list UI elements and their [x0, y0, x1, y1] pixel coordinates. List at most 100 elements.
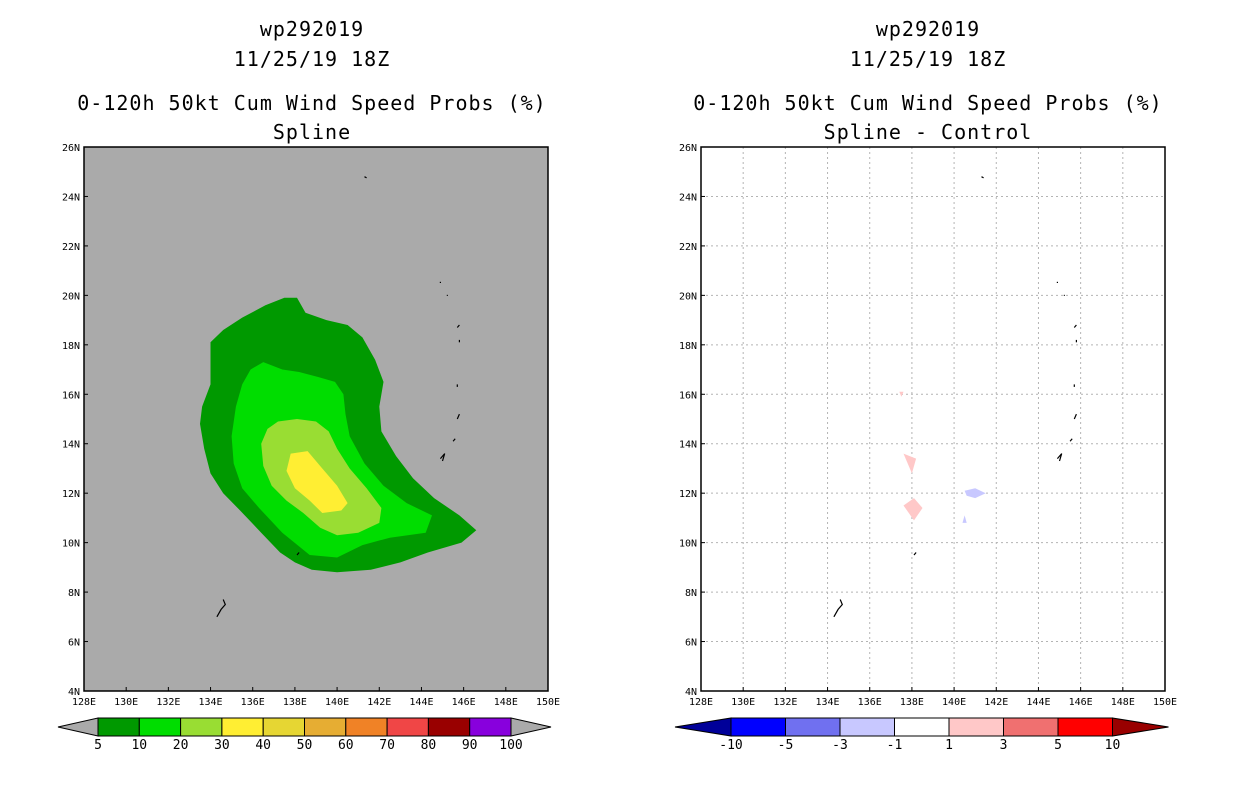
plot-background [701, 147, 1165, 691]
colorbar-label: 60 [338, 738, 354, 753]
x-tick-label: 140E [942, 697, 966, 708]
y-tick-label: 14N [679, 440, 697, 451]
y-tick-label: 22N [62, 242, 80, 253]
colorbar-label: 40 [255, 738, 271, 753]
contour-level-1 [899, 391, 904, 397]
x-tick-label: 144E [409, 697, 433, 708]
colorbar-label: 10 [131, 738, 147, 753]
y-tick-label: 12N [62, 489, 80, 500]
island-outline [1073, 324, 1077, 328]
x-tick-label: 136E [858, 697, 882, 708]
x-tick-label: 148E [1111, 697, 1135, 708]
colorbar-swatch [221, 717, 264, 737]
y-tick-label: 14N [62, 440, 80, 451]
colorbar-label: 90 [462, 738, 478, 753]
colorbar-label: 10 [1105, 738, 1121, 753]
colorbar-label: -1 [887, 738, 903, 753]
colorbar-label: 30 [214, 738, 230, 753]
y-tick-label: 4N [685, 687, 697, 698]
island-outline [452, 438, 456, 442]
x-tick-label: 138E [900, 697, 924, 708]
y-tick-label: 6N [68, 638, 80, 649]
colorbar-swatch [262, 717, 306, 737]
x-tick-label: 130E [731, 697, 755, 708]
plot-frame [83, 146, 549, 692]
x-tick-label: 142E [367, 697, 391, 708]
plot-frame [700, 146, 1166, 692]
colorbar-swatch [304, 717, 347, 737]
y-tick-label: 20N [62, 291, 80, 302]
colorbar-label: 50 [297, 738, 313, 753]
colorbar-swatch [1003, 717, 1059, 737]
contour-level-neg1 [962, 515, 967, 523]
colorbar-high-arrow [510, 717, 552, 737]
x-tick-label: 134E [198, 697, 222, 708]
island-outline [1069, 438, 1073, 442]
y-tick-label: 16N [62, 390, 80, 401]
colorbar-label: 5 [94, 738, 102, 753]
colorbar-low-arrow [674, 717, 732, 737]
colorbar-label: -10 [719, 738, 742, 753]
y-tick-label: 24N [62, 192, 80, 203]
x-tick-label: 134E [815, 697, 839, 708]
y-tick-label: 16N [679, 390, 697, 401]
island-outline [456, 413, 460, 420]
y-tick-label: 6N [685, 638, 697, 649]
y-tick-label: 26N [679, 143, 697, 154]
colorbar-swatch [894, 717, 950, 737]
map-plot-right: 128E 130E 132E 134E 136E 138E 140E 142E 144E 146E… [679, 143, 1177, 708]
x-tick-label: 140E [325, 697, 349, 708]
panel-right-datetime: 11/25/19 18Z [850, 47, 1007, 71]
colorbar-swatch [138, 717, 182, 737]
y-tick-label: 12N [679, 489, 697, 500]
colorbar-swatch [386, 717, 429, 737]
panel-left-datetime: 11/25/19 18Z [234, 47, 391, 71]
panel-right-storm-id: wp292019 [876, 17, 980, 41]
island-outline [296, 552, 300, 556]
contour-level-1 [903, 498, 923, 521]
colorbar-swatch [97, 717, 140, 737]
colorbar-swatch [427, 717, 471, 737]
y-tick-label: 10N [679, 539, 697, 550]
x-tick-label: 136E [241, 697, 265, 708]
colorbar-label: 100 [499, 738, 522, 753]
colorbar-swatch [839, 717, 895, 737]
island-outline [439, 453, 446, 462]
x-tick-label: 150E [536, 697, 560, 708]
panel-left-title: 0-120h 50kt Cum Wind Speed Probs (%) [77, 91, 546, 115]
x-tick-label: 142E [984, 697, 1008, 708]
colorbar-swatch [948, 717, 1004, 737]
colorbar-swatch [730, 717, 786, 737]
colorbar-left: 5 10 20 30 40 50 60 70 80 90 100 [57, 717, 552, 753]
x-tick-label: 132E [773, 697, 797, 708]
y-tick-label: 18N [679, 341, 697, 352]
colorbar-swatch [785, 717, 841, 737]
colorbar-low-arrow [57, 717, 99, 737]
x-tick-label: 128E [689, 697, 713, 708]
panel-left-storm-id: wp292019 [260, 17, 364, 41]
x-tick-label: 150E [1153, 697, 1177, 708]
colorbar-label: 80 [421, 738, 437, 753]
y-tick-label: 4N [68, 687, 80, 698]
x-tick-label: 128E [72, 697, 96, 708]
x-tick-label: 138E [283, 697, 307, 708]
colorbar-label: -5 [778, 738, 794, 753]
panel-right: wp292019 11/25/19 18Z 0-120h 50kt Cum Wi… [674, 17, 1177, 753]
y-tick-label: 8N [68, 588, 80, 599]
colorbar-label: 20 [173, 738, 189, 753]
colorbar-high-arrow [1112, 717, 1169, 737]
y-tick-label: 8N [685, 588, 697, 599]
x-tick-label: 130E [114, 697, 138, 708]
island-outline [364, 176, 367, 179]
map-plot-left: 128E 130E 132E 134E 136E 138E 140E 142E 144E 146E… [62, 143, 560, 708]
island-outline [1056, 453, 1063, 462]
colorbar-swatch [180, 717, 223, 737]
y-tick-label: 20N [679, 291, 697, 302]
island-outline [456, 324, 460, 328]
y-tick-label: 10N [62, 539, 80, 550]
colorbar-swatch [469, 717, 512, 737]
y-tick-label: 24N [679, 192, 697, 203]
colorbar-label: 5 [1054, 738, 1062, 753]
contour-level-neg1 [964, 488, 986, 499]
